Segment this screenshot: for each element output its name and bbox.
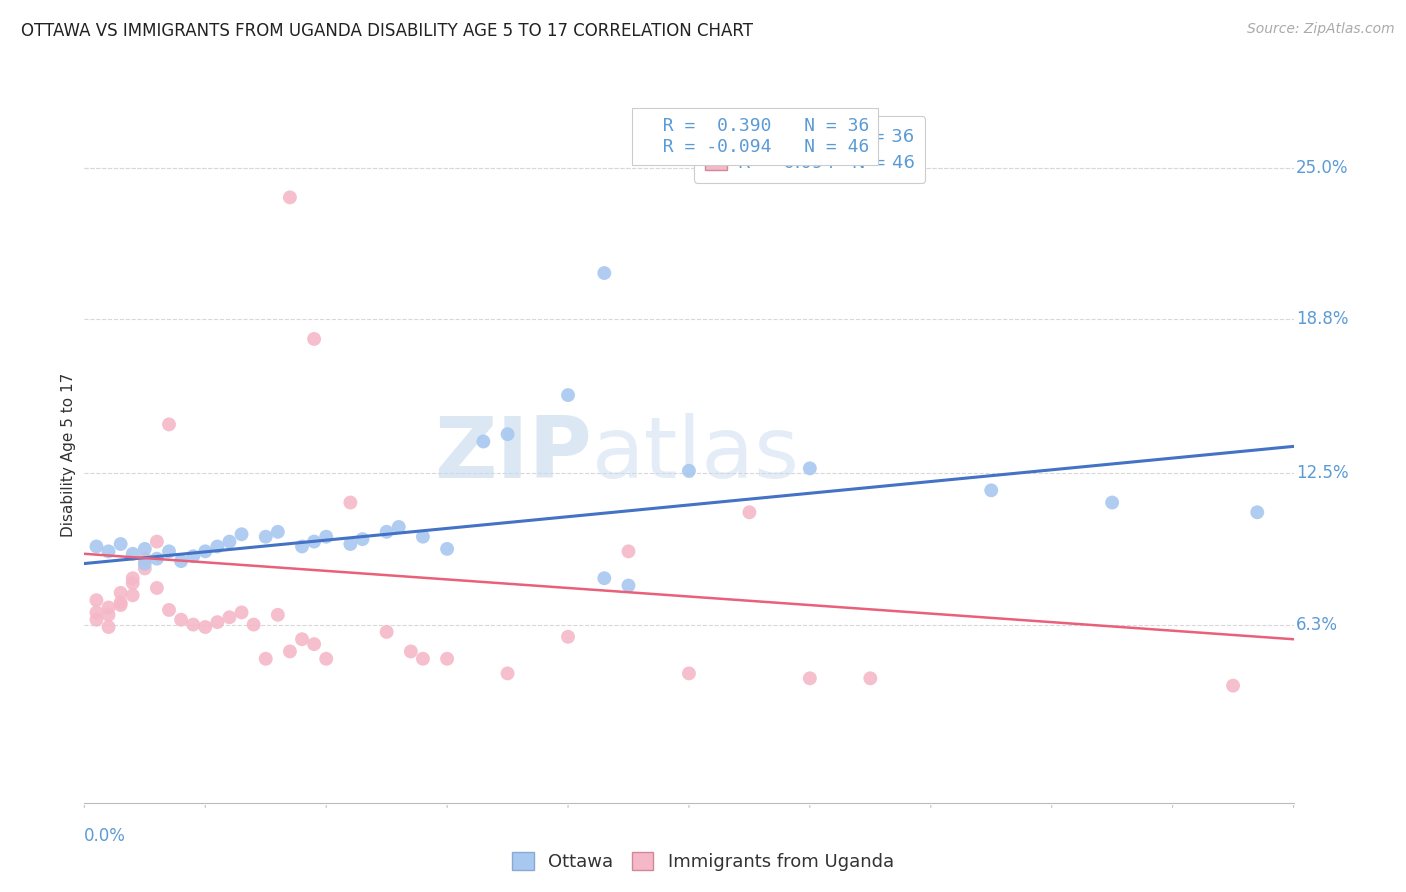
Point xyxy=(315,530,337,544)
Text: 18.8%: 18.8% xyxy=(1296,310,1348,328)
Point xyxy=(207,615,229,629)
Text: 6.3%: 6.3% xyxy=(1296,615,1339,633)
Point xyxy=(291,632,314,647)
Point xyxy=(678,666,700,681)
Point xyxy=(1246,505,1268,519)
Point xyxy=(194,544,217,558)
Point xyxy=(97,544,120,558)
Point xyxy=(157,603,180,617)
Point xyxy=(110,596,132,610)
Point xyxy=(134,557,156,571)
Point xyxy=(134,561,156,575)
Point xyxy=(97,600,120,615)
Point xyxy=(617,544,640,558)
Point xyxy=(278,644,301,658)
Text: R =  0.390   N = 36
  R = -0.094   N = 46: R = 0.390 N = 36 R = -0.094 N = 46 xyxy=(641,118,869,156)
Point xyxy=(339,537,361,551)
Point xyxy=(278,190,301,204)
Point xyxy=(170,554,193,568)
Y-axis label: Disability Age 5 to 17: Disability Age 5 to 17 xyxy=(60,373,76,537)
Point xyxy=(1222,679,1244,693)
Point xyxy=(121,547,143,561)
Point xyxy=(412,530,434,544)
Point xyxy=(254,652,277,666)
Point xyxy=(436,541,458,556)
Point xyxy=(146,581,169,595)
Point xyxy=(86,613,108,627)
Point xyxy=(315,652,337,666)
Point xyxy=(110,537,132,551)
Legend: Ottawa, Immigrants from Uganda: Ottawa, Immigrants from Uganda xyxy=(505,846,901,879)
Point xyxy=(799,461,821,475)
Text: Source: ZipAtlas.com: Source: ZipAtlas.com xyxy=(1247,22,1395,37)
Point xyxy=(110,586,132,600)
Point xyxy=(218,534,240,549)
Point xyxy=(291,540,314,554)
Point xyxy=(557,630,579,644)
Point xyxy=(496,666,519,681)
Point xyxy=(134,541,156,556)
Legend: R =  0.390   N = 36, R = -0.094   N = 46: R = 0.390 N = 36, R = -0.094 N = 46 xyxy=(695,116,925,183)
Point xyxy=(267,524,290,539)
Point xyxy=(157,417,180,432)
Point xyxy=(678,464,700,478)
Point xyxy=(134,551,156,566)
Point xyxy=(242,617,264,632)
Point xyxy=(267,607,290,622)
Point xyxy=(146,551,169,566)
Point xyxy=(218,610,240,624)
Point xyxy=(181,617,204,632)
Point xyxy=(231,527,253,541)
Point xyxy=(170,613,193,627)
Point xyxy=(302,637,325,651)
Text: ZIP: ZIP xyxy=(434,413,592,497)
Point xyxy=(194,620,217,634)
Point xyxy=(617,578,640,592)
Point xyxy=(799,671,821,685)
Point xyxy=(146,534,169,549)
Point xyxy=(859,671,882,685)
Point xyxy=(738,505,761,519)
Point xyxy=(86,593,108,607)
Text: OTTAWA VS IMMIGRANTS FROM UGANDA DISABILITY AGE 5 TO 17 CORRELATION CHART: OTTAWA VS IMMIGRANTS FROM UGANDA DISABIL… xyxy=(21,22,754,40)
Point xyxy=(593,266,616,280)
Point xyxy=(302,332,325,346)
Point xyxy=(436,652,458,666)
Point xyxy=(593,571,616,585)
Point xyxy=(254,530,277,544)
Point xyxy=(97,620,120,634)
Point xyxy=(352,532,374,546)
Point xyxy=(375,624,398,639)
Point xyxy=(496,427,519,442)
Point xyxy=(86,606,108,620)
Point xyxy=(207,540,229,554)
Point xyxy=(412,652,434,666)
Point xyxy=(181,549,204,564)
Point xyxy=(375,524,398,539)
Point xyxy=(121,576,143,591)
Point xyxy=(557,388,579,402)
Point xyxy=(86,540,108,554)
Point xyxy=(97,607,120,622)
Point xyxy=(157,544,180,558)
Point xyxy=(302,534,325,549)
Text: 25.0%: 25.0% xyxy=(1296,159,1348,178)
Point xyxy=(339,495,361,509)
Text: atlas: atlas xyxy=(592,413,800,497)
Point xyxy=(388,520,411,534)
Point xyxy=(121,588,143,602)
Text: 0.0%: 0.0% xyxy=(84,827,127,845)
Point xyxy=(399,644,422,658)
Point xyxy=(472,434,495,449)
Point xyxy=(980,483,1002,498)
Point xyxy=(231,606,253,620)
Point xyxy=(1101,495,1123,509)
Text: 12.5%: 12.5% xyxy=(1296,464,1348,483)
Point xyxy=(121,571,143,585)
Point xyxy=(110,598,132,612)
